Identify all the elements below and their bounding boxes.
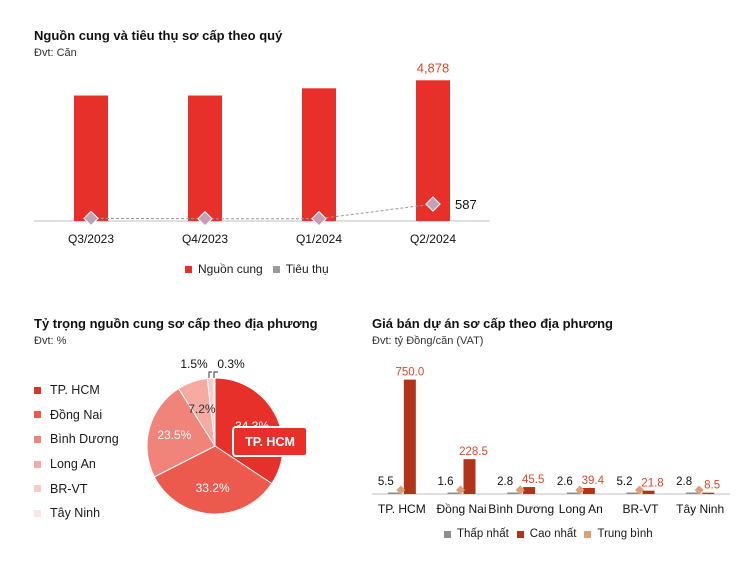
share-legend-label: Đồng Nai (50, 407, 103, 422)
avg-legend-swatch (584, 530, 592, 538)
price-low-bar (507, 492, 520, 494)
consumption-point (83, 210, 99, 227)
price-low-bar (626, 492, 639, 494)
price-x-tick: Long An (559, 502, 603, 516)
pie-leader-line (213, 371, 218, 378)
low-legend-label: Thấp nhất (457, 528, 509, 540)
price-chart-unit: Đvt: tỷ Đồng/căn (VAT) (372, 335, 484, 347)
price-low-label: 2.6 (557, 476, 573, 488)
pie-slice (153, 445, 273, 515)
price-low-bar (447, 492, 460, 494)
supply-bar (302, 88, 336, 221)
consumption-point (425, 196, 441, 212)
price-x-tick: Bình Dương (488, 502, 554, 516)
pie-slice-label: 0.3% (217, 357, 245, 371)
share-chart-title: Tỷ trọng nguồn cung sơ cấp theo địa phươ… (34, 316, 318, 331)
share-legend: TP. HCM Đồng Nai Bình Dương Long An BR-V… (34, 378, 119, 526)
price-chart-title: Giá bán dự án sơ cấp theo địa phương (372, 316, 614, 331)
price-legend: Thấp nhất Cao nhất Trung bình (444, 528, 653, 540)
supply-data-label: 4,878 (417, 60, 450, 75)
share-legend-item: TP. HCM (34, 378, 119, 403)
consumption-legend-swatch (272, 265, 280, 273)
high-legend-label: Cao nhất (529, 528, 577, 540)
price-high-bar (702, 492, 715, 494)
price-low-label: 5.5 (378, 476, 394, 488)
supply-x-tick: Q2/2024 (410, 232, 456, 246)
pie-leader-line (208, 371, 212, 378)
pie-slice-label: 1.5% (180, 357, 208, 371)
supply-bar (188, 95, 222, 221)
share-legend-item: Tây Ninh (34, 501, 119, 526)
price-high-label: 8.5 (704, 480, 720, 492)
price-low-bar (686, 492, 699, 494)
share-legend-label: Long An (50, 457, 96, 472)
consumption-line (90, 203, 434, 220)
price-low-label: 2.8 (497, 476, 513, 488)
pie-slice-label: 33.2% (196, 481, 230, 495)
supply-legend-swatch (185, 265, 192, 273)
pie-slice-label: 7.2% (188, 402, 216, 416)
price-high-bar (582, 487, 595, 494)
consumption-point (197, 210, 213, 227)
share-chart-unit: Đvt: % (34, 335, 67, 347)
price-x-tick: Tây Ninh (676, 502, 724, 516)
price-x-tick: TP. HCM (378, 502, 426, 516)
price-high-bar (523, 487, 536, 494)
supply-legend: Nguồn cung Tiêu thụ (185, 262, 329, 276)
supply-bar (74, 95, 108, 221)
consumption-legend-label: Tiêu thụ (285, 262, 329, 276)
share-legend-label: Tây Ninh (50, 506, 101, 521)
price-low-bar (387, 492, 400, 494)
supply-x-tick: Q3/2023 (68, 232, 114, 246)
pie-slice (213, 377, 216, 447)
price-x-tick: BR-VT (623, 502, 660, 516)
share-legend-label: BR-VT (50, 481, 88, 496)
price-avg-marker (575, 485, 585, 495)
share-legend-item: Bình Dương (34, 427, 119, 452)
supply-x-tick: Q4/2023 (182, 232, 228, 246)
pie-callout-label: TP. HCM (245, 435, 295, 449)
share-legend-label: TP. HCM (50, 383, 100, 398)
price-high-bar (642, 490, 655, 494)
price-high-label: 45.5 (522, 474, 544, 486)
price-low-label: 5.2 (617, 476, 633, 488)
share-legend-item: BR-VT (34, 476, 119, 501)
price-high-label: 750.0 (395, 367, 424, 379)
price-low-label: 1.6 (438, 476, 454, 488)
share-legend-item: Long An (34, 452, 119, 477)
price-high-bar (463, 459, 476, 494)
consumption-point (311, 210, 327, 227)
price-low-bar (566, 492, 579, 494)
price-high-bar (403, 379, 416, 494)
avg-legend-label: Trung bình (597, 528, 653, 540)
supply-chart-title: Nguồn cung và tiêu thụ sơ cấp theo quý (34, 28, 283, 43)
price-x-tick: Đồng Nai (436, 502, 486, 516)
share-legend-label: Bình Dương (50, 432, 119, 447)
consumption-data-label: 587 (455, 197, 477, 212)
supply-chart-unit: Đvt: Căn (34, 47, 77, 59)
pie-slice (146, 387, 216, 478)
price-low-label: 2.8 (676, 476, 692, 488)
price-high-label: 21.8 (641, 478, 663, 490)
pie-slice-label: 23.5% (157, 428, 191, 442)
low-legend-swatch (444, 530, 451, 538)
supply-x-tick: Q1/2024 (296, 232, 342, 246)
price-high-label: 228.5 (459, 446, 488, 458)
high-legend-swatch (516, 530, 524, 538)
price-high-label: 39.4 (582, 475, 605, 487)
supply-legend-label: Nguồn cung (198, 262, 263, 276)
share-legend-item: Đồng Nai (34, 403, 119, 428)
pie-callout-box (232, 426, 308, 457)
